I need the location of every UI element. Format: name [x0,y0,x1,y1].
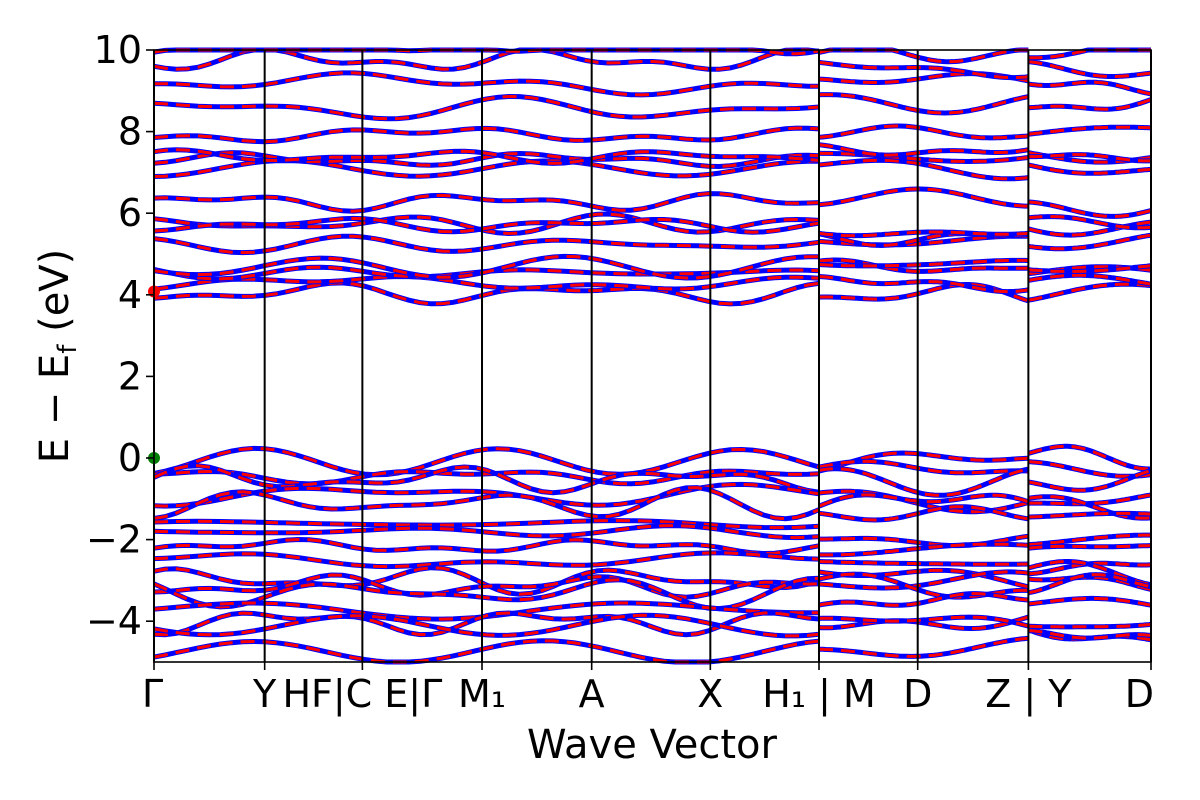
band-line-blue [818,635,1029,659]
kpoint-label: A [579,672,605,716]
band-line-red [818,570,1029,590]
band-line-red [153,48,820,71]
band-line-blue [1028,59,1152,79]
band-line-red [818,60,1029,80]
band-line-red [819,534,1029,548]
band-line-red [818,93,1029,115]
band-line-blue [1028,263,1152,274]
band-line-red [818,560,1029,566]
band-line-blue [1028,532,1151,548]
band-line-blue [1028,97,1152,112]
y-axis-label-unit: (eV) [32,249,78,345]
y-tick-label: 6 [118,191,142,235]
band-line-red [818,451,1029,473]
kpoint-label: H₁ | M [762,672,876,717]
band-line-blue [1028,628,1152,641]
band-line-red [818,615,1029,630]
band-line-red [818,151,1029,163]
band-line-red [818,592,1029,607]
band-line-blue [1028,543,1151,551]
kpoint-label: D [1125,672,1154,716]
band-line-red [818,258,1029,268]
band-line-blue [153,638,820,665]
y-tick-label: 10 [94,28,142,72]
y-tick-label: −4 [86,599,142,643]
band-line-blue [1028,510,1152,520]
band-line-blue [153,125,820,145]
band-line-red [818,143,1029,157]
band-line-blue [153,233,820,256]
band-line-blue [1027,272,1152,287]
kpoint-label: M₁ [458,672,506,716]
y-tick-label: −2 [86,518,142,562]
band-line-red [818,275,1029,294]
band-line-blue [1028,595,1152,608]
band-line-blue [1027,443,1151,472]
band-line-red [818,505,1029,522]
band-line-red [818,158,1029,181]
band-line-red [818,459,1029,475]
x-axis-label: Wave Vector [527,722,778,768]
kpoint-label: Γ [142,672,163,716]
y-tick-label: 8 [118,110,142,154]
kpoint-label: D [903,672,932,716]
y-axis-ticks: −4 −2 0 2 4 6 8 10 [86,28,154,643]
band-lines [152,47,1152,665]
band-line-red [818,124,1029,140]
band-line-blue [1028,232,1152,252]
x-axis-ticks: Γ Y HF|C E|Γ M₁ A X H₁ | M D Z | Y D [142,662,1154,717]
band-line-red [819,542,1029,557]
y-tick-label: 4 [118,273,142,317]
band-line-red [818,493,1029,508]
plot-frame [153,49,1152,663]
kpoint-label: HF|C E|Γ [282,672,442,717]
y-axis-label-main: E − E [32,354,78,464]
band-line-blue [1028,621,1152,630]
band-line-blue [1028,47,1151,61]
kpoint-label: Y [252,672,277,716]
band-line-red [818,258,1029,273]
y-axis-label: E − Ef (eV) [32,249,83,464]
band-line-blue [1028,152,1152,164]
band-line-blue [1028,494,1152,521]
band-line-red [818,615,1029,628]
band-line-blue [818,274,1029,295]
kpoint-label: Z | Y [985,672,1072,717]
band-line-blue [1028,79,1152,97]
band-line-red [818,230,1029,238]
band-line-blue [1027,281,1152,303]
band-line-blue [1027,162,1152,176]
y-tick-label: 2 [118,354,142,398]
band-line-red [818,467,1029,497]
band-line-blue [1027,468,1152,493]
band-line-red [818,72,1029,84]
band-line-blue [1028,124,1151,137]
band-line-blue [818,47,1029,65]
y-tick-label: 0 [118,436,142,480]
band-line-blue [1027,572,1152,596]
band-line-blue [1028,214,1152,231]
band-line-red [818,187,1029,208]
y-axis-label-sub: f [53,344,83,354]
kpoint-label: X [697,672,723,716]
band-line-blue [1028,199,1152,219]
band-line-red [818,636,1029,658]
